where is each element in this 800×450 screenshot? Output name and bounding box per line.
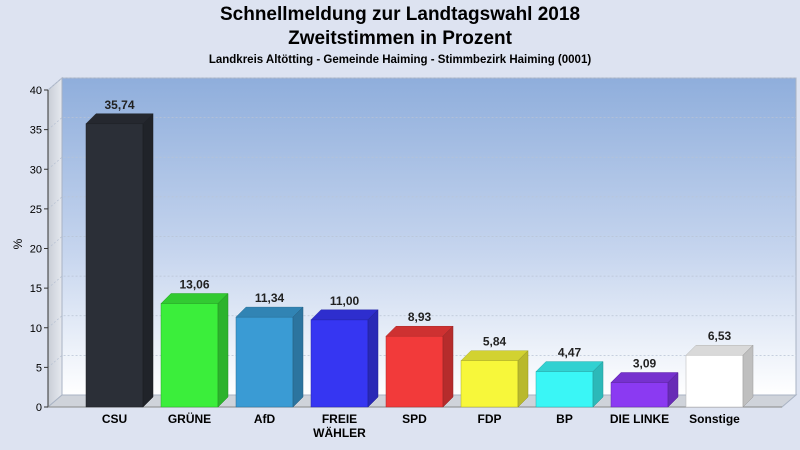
bar xyxy=(610,371,679,408)
x-tick-label: CSU xyxy=(102,412,127,426)
bar-front xyxy=(610,382,669,408)
bar-front xyxy=(85,123,144,408)
bar-value-label: 5,84 xyxy=(483,335,507,349)
chart-location: Landkreis Altötting - Gemeinde Haiming -… xyxy=(208,54,592,66)
x-tick-label: FREIE WÄHLER xyxy=(313,412,366,440)
bar-value-label: 4,47 xyxy=(558,346,582,360)
y-tick-label: 0 xyxy=(36,402,42,414)
bar-side xyxy=(592,360,604,408)
bar-value-label: 11,34 xyxy=(255,291,285,305)
bar-front xyxy=(385,335,444,408)
bar xyxy=(385,325,454,408)
bar-top xyxy=(685,344,754,356)
x-tick-label: BP xyxy=(556,412,573,426)
y-tick-label: 10 xyxy=(30,323,42,335)
x-tick-label: FDP xyxy=(478,412,502,426)
bar-side xyxy=(742,344,754,408)
bar-front xyxy=(160,303,219,408)
bar-front xyxy=(310,319,369,408)
bar-side xyxy=(442,325,454,408)
bar-side xyxy=(292,306,304,408)
bar-top xyxy=(460,350,529,361)
bar-value-label: 8,93 xyxy=(408,310,432,324)
bar-side xyxy=(217,292,229,408)
bar xyxy=(535,360,604,408)
x-tick-label: SPD xyxy=(402,412,427,426)
bar-value-label: 13,06 xyxy=(179,277,209,291)
bar xyxy=(310,309,379,408)
bar-value-label: 11,00 xyxy=(330,294,360,308)
bar-top xyxy=(610,372,679,383)
bar-front xyxy=(235,316,294,408)
chart-title: Schnellmeldung zur Landtagswahl 2018 xyxy=(219,4,581,25)
bar-value-label: 6,53 xyxy=(708,329,732,343)
y-tick-label: 25 xyxy=(30,204,42,216)
bar-value-label: 3,09 xyxy=(633,357,657,371)
chart-subtitle: Zweitstimmen in Prozent xyxy=(288,28,512,49)
bar-front xyxy=(685,354,744,408)
bar xyxy=(235,306,304,408)
x-tick-label: Sonstige xyxy=(689,412,740,426)
bar-side xyxy=(517,350,529,408)
bar-side xyxy=(367,309,379,408)
y-tick-label: 35 xyxy=(30,125,42,137)
bar-top xyxy=(160,293,229,304)
bar-top xyxy=(535,361,604,372)
bar-top xyxy=(85,113,154,125)
bar xyxy=(160,292,229,408)
bar-top xyxy=(310,309,379,321)
y-tick-label: 15 xyxy=(30,283,42,295)
bar-side xyxy=(667,371,679,408)
bar-top xyxy=(385,325,454,337)
bar-top xyxy=(235,306,304,318)
y-tick-label: 20 xyxy=(30,244,42,256)
y-tick-label: 30 xyxy=(30,164,42,176)
bar-front xyxy=(535,371,594,408)
bar xyxy=(85,113,154,408)
bar-value-label: 35,74 xyxy=(104,98,134,112)
bar xyxy=(685,344,754,408)
bar-side xyxy=(142,113,154,408)
bar xyxy=(460,350,529,408)
x-tick-label: GRÜNE xyxy=(168,411,211,426)
y-tick-label: 40 xyxy=(30,85,42,97)
x-tick-label: AfD xyxy=(254,412,276,426)
y-axis-label: % xyxy=(11,238,25,249)
x-tick-label: DIE LINKE xyxy=(610,412,669,426)
bar-front xyxy=(460,360,519,408)
y-tick-label: 5 xyxy=(36,362,42,374)
